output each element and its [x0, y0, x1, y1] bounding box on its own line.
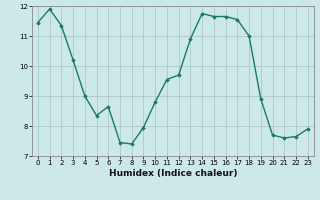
X-axis label: Humidex (Indice chaleur): Humidex (Indice chaleur)	[108, 169, 237, 178]
